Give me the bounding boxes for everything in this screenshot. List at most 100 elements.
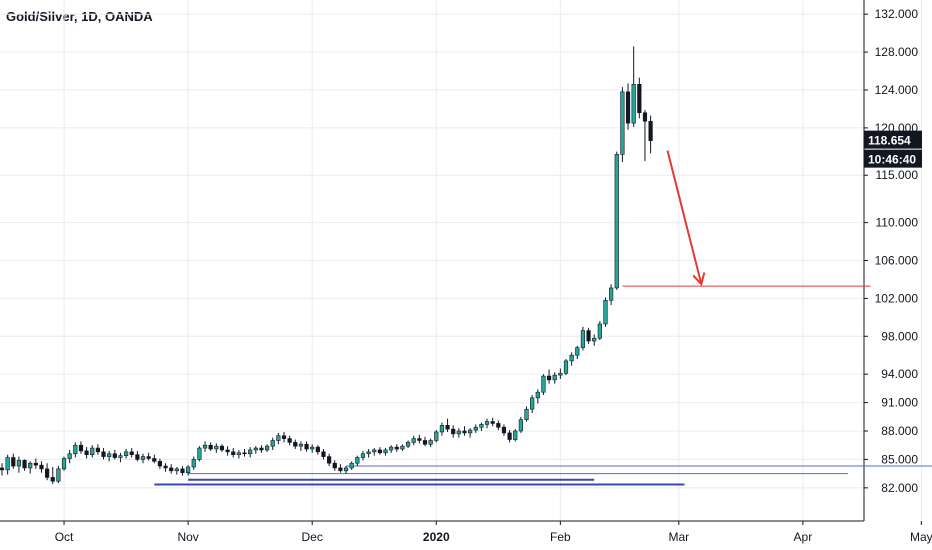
candle	[428, 438, 433, 448]
candle	[174, 467, 179, 475]
candle	[518, 416, 523, 433]
candle	[163, 463, 168, 472]
candle	[535, 389, 540, 404]
candle	[389, 445, 394, 453]
candle	[366, 449, 371, 458]
candle-body-up	[123, 451, 129, 456]
candle	[11, 453, 16, 469]
candle	[372, 448, 377, 456]
candle	[107, 450, 112, 462]
candle	[394, 444, 399, 452]
candle-body-down	[287, 438, 292, 443]
candle	[304, 441, 309, 452]
candle	[405, 440, 411, 449]
candle-body-down	[22, 460, 27, 469]
candle-body-down	[321, 451, 326, 457]
candle-body-up	[479, 424, 484, 428]
candle	[411, 435, 416, 446]
candle-body-down	[152, 458, 157, 462]
candle-body-down	[637, 84, 642, 114]
candle-body-down	[101, 451, 106, 457]
candle	[620, 87, 625, 162]
candle-body-up	[389, 446, 394, 451]
candle-body-up	[5, 457, 10, 471]
y-tick-label: 110.000	[876, 216, 919, 230]
candle	[22, 459, 27, 471]
candle-body-down	[78, 444, 84, 452]
y-tick-label: 88.000	[881, 424, 918, 438]
candle-body-down	[417, 438, 422, 441]
candle	[609, 284, 614, 306]
candle-body-down	[163, 465, 168, 469]
candle	[327, 453, 332, 467]
candle	[451, 425, 456, 438]
candle-body-up	[140, 456, 146, 460]
candle	[417, 434, 422, 444]
candle-body-up	[428, 440, 433, 445]
candle-body-up	[61, 458, 67, 470]
candle-body-down	[129, 451, 134, 455]
candle	[484, 418, 490, 429]
candle	[332, 460, 337, 471]
candle	[186, 465, 191, 476]
candle	[0, 463, 5, 476]
candle-body-down	[501, 426, 507, 434]
candle-body-up	[513, 430, 518, 440]
y-tick-label: 85.000	[881, 452, 918, 466]
candle-body-up	[569, 354, 574, 362]
candle-body-down	[225, 449, 230, 453]
candle	[45, 463, 50, 481]
candle-body-down	[332, 462, 337, 469]
last-price-badge	[864, 130, 922, 149]
x-tick-label: Dec	[302, 530, 323, 544]
candle-body-up	[197, 447, 202, 460]
candle	[118, 452, 123, 463]
candle	[5, 454, 10, 475]
candle-body-up	[214, 445, 219, 450]
candle-body-down	[496, 423, 501, 428]
candle	[315, 445, 320, 455]
candle-body-down	[338, 467, 343, 472]
candle-body-down	[642, 112, 648, 122]
candle	[355, 455, 360, 467]
candle-body-up	[355, 457, 360, 464]
candle-body-down	[242, 452, 247, 455]
candle	[439, 422, 445, 436]
candle	[569, 352, 574, 366]
candle-body-up	[473, 426, 478, 431]
candle-body-up	[620, 91, 625, 155]
candle-body-down	[462, 430, 467, 434]
candle	[298, 441, 304, 451]
candle	[236, 449, 241, 459]
candle-body-up	[468, 429, 473, 434]
candle-body-up	[107, 453, 112, 457]
candle	[586, 327, 591, 344]
candle	[56, 466, 61, 484]
y-tick-label: 128.000	[875, 45, 919, 59]
candle	[496, 420, 501, 431]
candle-body-down	[304, 443, 309, 450]
candle	[231, 448, 236, 458]
candle	[112, 449, 117, 460]
candle-body-up	[580, 330, 586, 348]
countdown-badge	[864, 149, 922, 168]
candle	[270, 437, 275, 450]
candle	[264, 444, 270, 452]
candle	[338, 464, 343, 473]
candle-body-up	[28, 462, 33, 469]
candle-body-up	[366, 451, 371, 455]
candle	[400, 444, 405, 451]
candle-body-down	[231, 451, 236, 455]
candle	[135, 450, 140, 462]
countdown-label: 10:46:40	[868, 153, 916, 167]
candle	[383, 448, 388, 456]
candle-body-down	[315, 446, 320, 453]
candle-body-up	[202, 444, 208, 449]
candle-body-up	[186, 466, 191, 473]
candle-body-up	[56, 468, 61, 482]
candle-body-up	[592, 337, 597, 342]
candle-body-down	[490, 421, 495, 424]
candle	[146, 452, 151, 461]
